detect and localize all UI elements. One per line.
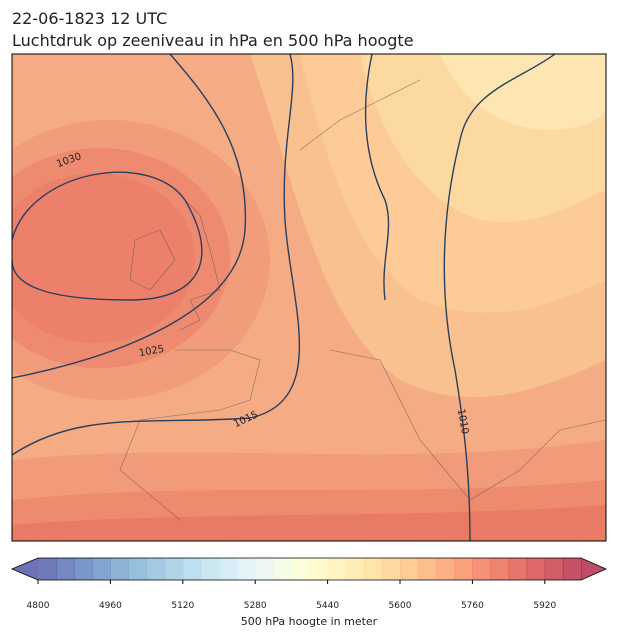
colorbar-bin — [255, 558, 274, 580]
colorbar-bin — [472, 558, 491, 580]
title-line: Luchtdruk op zeeniveau in hPa en 500 hPa… — [12, 31, 414, 50]
contour-label: 1010 — [455, 408, 470, 435]
colorbar-bin — [110, 558, 129, 580]
colorbar-tick-label: 4800 — [27, 601, 50, 611]
colorbar-tick-label: 5600 — [389, 601, 412, 611]
colorbar-bin — [74, 558, 93, 580]
colorbar-tick-label: 5760 — [461, 601, 484, 611]
colorbar-bin — [436, 558, 455, 580]
colorbar-bin — [508, 558, 528, 580]
colorbar-bin — [128, 558, 148, 580]
colorbar-bin — [237, 558, 256, 580]
colorbar-bin — [526, 558, 546, 580]
colorbar-bin — [182, 558, 202, 580]
colorbar-bin — [454, 558, 473, 580]
colorbar-bin — [562, 558, 582, 580]
colorbar-bin — [92, 558, 111, 580]
colorbar-bin — [400, 558, 419, 580]
colorbar-tick-label: 5920 — [533, 601, 556, 611]
colorbar-bin — [490, 558, 510, 580]
colorbar-tick-label: 5280 — [244, 601, 267, 611]
title-line: 22-06-1823 12 UTC — [12, 9, 167, 28]
colorbar-bin — [38, 558, 57, 580]
colorbar-extend — [581, 558, 606, 580]
contour-label: 1025 — [138, 344, 165, 359]
map-frame — [11, 53, 607, 542]
colorbar-bin — [363, 558, 383, 580]
colorbar-bin — [200, 558, 220, 580]
colorbar-bin — [309, 558, 329, 580]
colorbar-bin — [544, 558, 564, 580]
colorbar-label: 500 hPa hoogte in meter — [241, 615, 378, 628]
colorbar-bin — [418, 558, 437, 580]
colorbar-extend — [12, 558, 38, 580]
colorbar-bin — [273, 558, 292, 580]
colorbar-bin — [381, 558, 401, 580]
map — [12, 54, 606, 541]
colorbar-tick-label: 5120 — [171, 601, 194, 611]
colorbar-bin — [56, 558, 75, 580]
colorbar-bin — [146, 558, 166, 580]
colorbar-tick-label: 4960 — [99, 601, 122, 611]
colorbar-bin — [291, 558, 310, 580]
colorbar: 4800 4960 5120 5280 5440 5600 5760 5920 — [10, 557, 607, 611]
colorbar-bin — [327, 558, 347, 580]
colorbar-tick-label: 5440 — [316, 601, 339, 611]
colorbar-bin — [164, 558, 184, 580]
colorbar-bin — [345, 558, 365, 580]
colorbar-bin — [219, 558, 238, 580]
